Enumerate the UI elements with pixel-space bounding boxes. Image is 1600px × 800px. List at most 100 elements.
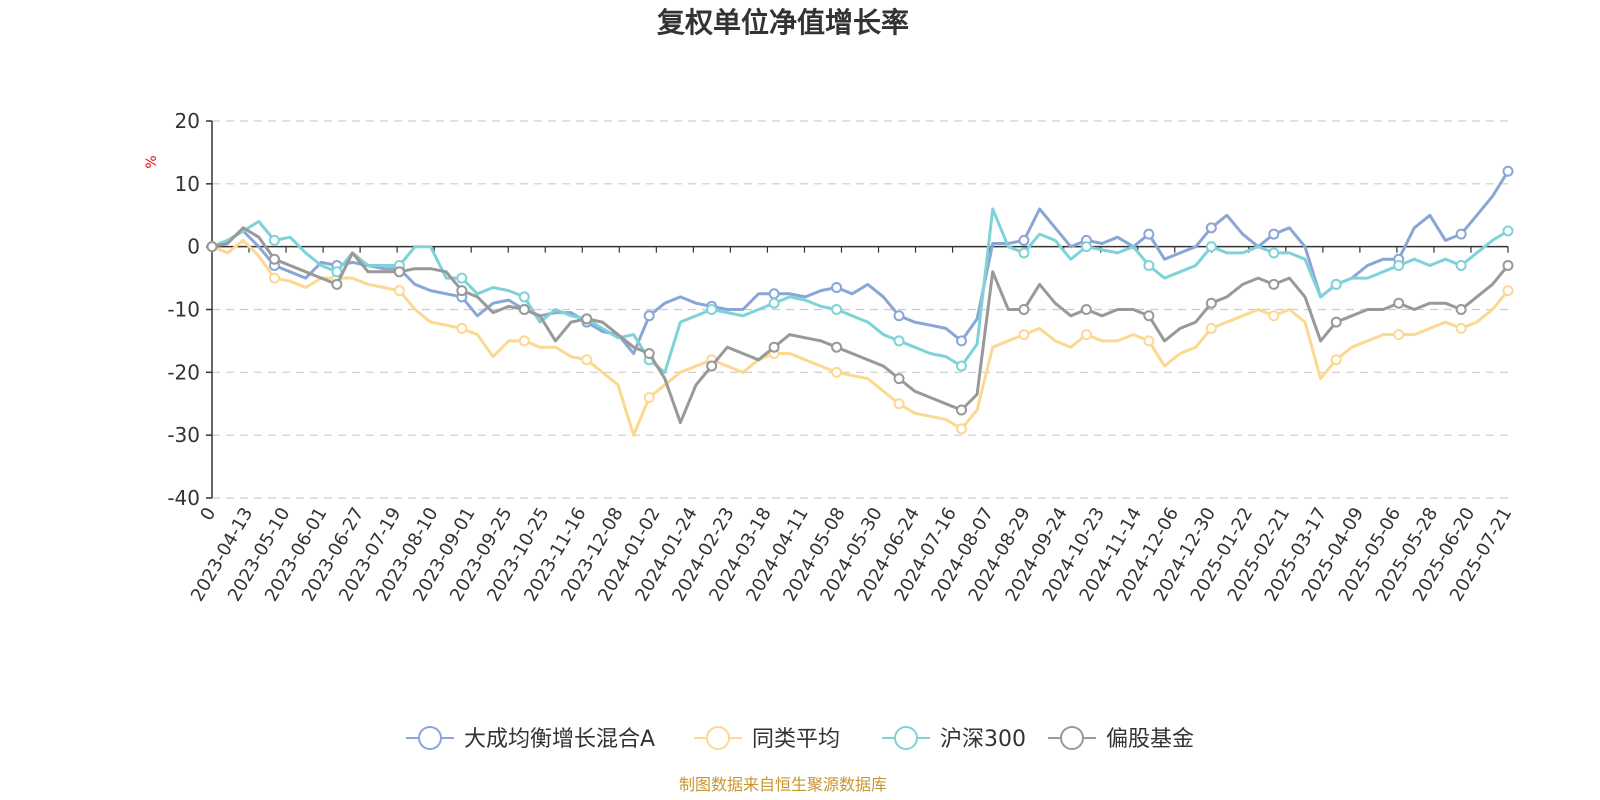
data-point: [1143, 335, 1155, 347]
data-point: [1018, 304, 1030, 315]
series-line: [211, 226, 1510, 425]
data-point: [768, 341, 780, 353]
data-point: [1393, 297, 1405, 309]
series-3: [206, 226, 1514, 425]
data-point: [1268, 278, 1280, 290]
legend-label: 同类平均: [752, 727, 840, 752]
series-line: [211, 207, 1509, 374]
data-point: [1502, 225, 1514, 237]
data-point: [706, 360, 718, 372]
data-point: [831, 366, 843, 378]
data-point: [768, 297, 780, 309]
data-point: [1455, 304, 1467, 315]
data-point: [1330, 354, 1342, 366]
data-point: [706, 304, 718, 315]
data-point: [1502, 165, 1514, 177]
data-point: [1502, 260, 1514, 272]
data-point: [1080, 241, 1092, 253]
data-point: [831, 304, 843, 315]
data-point: [331, 278, 343, 290]
data-point: [1268, 247, 1280, 259]
data-point: [1205, 297, 1217, 309]
series-lines: [206, 165, 1514, 437]
data-point: [955, 335, 967, 347]
data-point: [955, 423, 967, 435]
data-point: [1330, 316, 1342, 328]
data-point: [581, 354, 593, 366]
legend-label: 大成均衡增长混合A: [464, 727, 655, 752]
data-point: [456, 272, 468, 284]
legend-swatch-marker: [894, 726, 918, 750]
chart-title: 复权单位净值增长率: [657, 6, 909, 39]
data-point: [1455, 260, 1467, 272]
data-point: [1018, 247, 1030, 259]
data-point: [1080, 329, 1092, 341]
data-point: [1205, 241, 1217, 253]
data-point: [893, 373, 905, 385]
legend-label: 沪深300: [940, 727, 1026, 752]
data-point: [831, 282, 843, 294]
data-point: [643, 310, 655, 322]
data-point: [955, 360, 967, 372]
y-tick-label: 20: [175, 109, 200, 133]
data-point: [1018, 329, 1030, 341]
data-point: [1018, 234, 1030, 246]
legend-swatch-marker: [418, 726, 442, 750]
data-point: [1393, 260, 1405, 272]
data-point: [518, 335, 530, 347]
legend-swatch-marker: [706, 726, 730, 750]
legend-item-0[interactable]: 大成均衡增长混合A: [406, 726, 655, 752]
legend-item-3[interactable]: 偏股基金: [1048, 726, 1194, 752]
data-point: [581, 313, 593, 325]
data-point: [518, 291, 530, 303]
y-tick-labels: 20 10 0 -10 -20 -30 -40: [167, 109, 200, 510]
data-point: [393, 285, 405, 297]
data-point: [893, 310, 905, 322]
legend-swatch-marker: [1060, 726, 1084, 750]
x-tick-label: 0: [196, 504, 220, 524]
data-point: [456, 285, 468, 297]
data-point: [643, 391, 655, 403]
data-point: [1205, 322, 1217, 334]
y-tick-label: -40: [167, 486, 200, 510]
data-point: [1143, 260, 1155, 272]
data-point: [1330, 278, 1342, 290]
y-tick-label: -30: [167, 423, 200, 447]
data-point: [643, 347, 655, 359]
source-note: 制图数据来自恒生聚源数据库: [679, 775, 887, 794]
data-point: [1502, 285, 1514, 297]
data-point: [1393, 329, 1405, 341]
series-line: [211, 238, 1510, 437]
data-point: [768, 288, 780, 300]
legend-label: 偏股基金: [1106, 727, 1194, 752]
data-point: [206, 241, 218, 253]
x-tick-labels: 02023-04-132023-05-102023-06-012023-06-2…: [187, 504, 1516, 605]
data-point: [1080, 304, 1092, 315]
data-point: [331, 266, 343, 278]
data-point: [893, 335, 905, 347]
y-tick-label: 10: [175, 172, 200, 196]
data-point: [1455, 322, 1467, 334]
legend-item-1[interactable]: 同类平均: [694, 726, 840, 752]
legend[interactable]: 大成均衡增长混合A 同类平均 沪深300 偏股基金: [406, 726, 1194, 752]
data-point: [268, 253, 280, 265]
data-point: [1205, 222, 1217, 234]
data-point: [393, 266, 405, 278]
data-point: [1143, 310, 1155, 322]
grid-lines: [212, 120, 1508, 499]
data-point: [268, 272, 280, 284]
series-line: [211, 170, 1510, 355]
data-point: [831, 341, 843, 353]
data-point: [1455, 228, 1467, 240]
data-point: [955, 404, 967, 416]
legend-item-2[interactable]: 沪深300: [882, 726, 1026, 752]
data-point: [268, 234, 280, 246]
data-point: [893, 398, 905, 410]
data-point: [1268, 228, 1280, 240]
data-point: [1268, 310, 1280, 322]
y-axis-unit: %: [144, 155, 160, 168]
y-tick-label: -10: [167, 298, 200, 322]
y-tick-label: -20: [167, 360, 200, 384]
y-tick-label: 0: [187, 235, 200, 259]
